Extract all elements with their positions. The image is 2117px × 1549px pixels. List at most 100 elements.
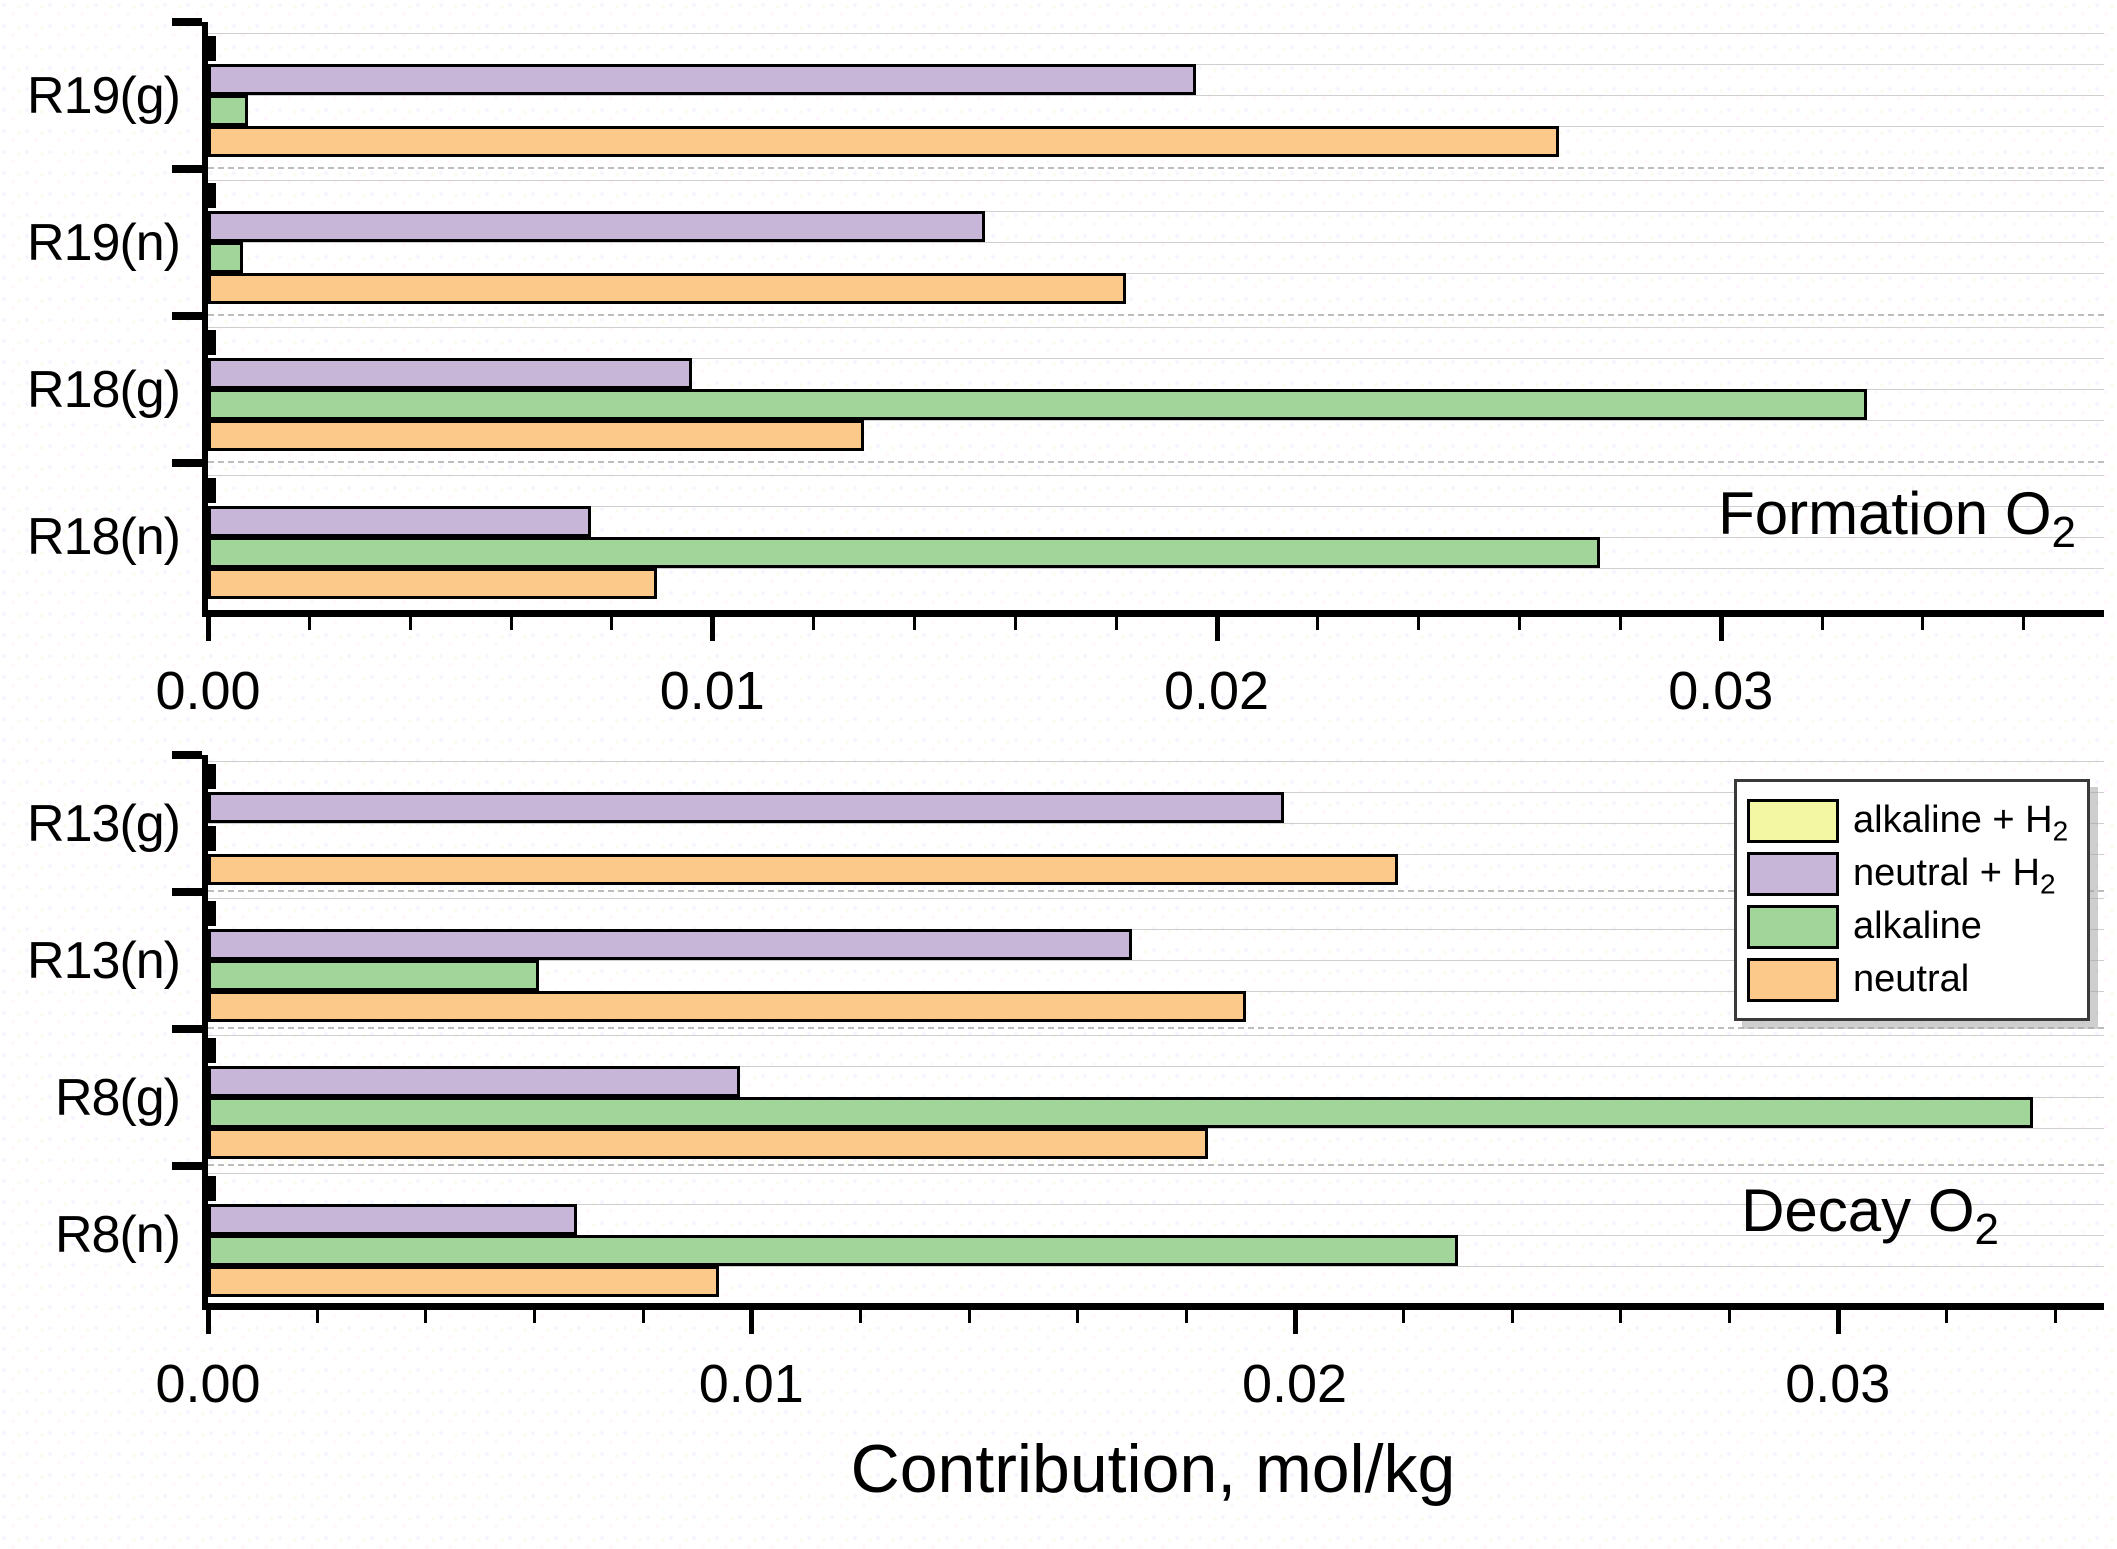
category-label-R19(g): R19(g) xyxy=(27,66,181,125)
x-tick-label-0.03: 0.03 xyxy=(1668,661,1774,721)
bar-row xyxy=(208,210,2104,242)
x-axis-minor-tick xyxy=(858,1310,862,1323)
bar-row xyxy=(208,990,2104,1022)
x-axis-minor-tick xyxy=(1114,617,1118,630)
bar-row xyxy=(208,94,2104,126)
y-axis-tick xyxy=(172,459,202,467)
x-axis-minor-tick xyxy=(424,1310,428,1323)
bar-alkaline-R18(g) xyxy=(208,388,1867,420)
subscript: 2 xyxy=(1974,1205,1999,1254)
bar-group-R19(g) xyxy=(208,22,2104,169)
legend-label-neutral: neutral xyxy=(1853,958,1969,1001)
y-axis-tick xyxy=(172,751,202,759)
bars-R8(g) xyxy=(208,1034,2104,1159)
x-axis-minor-tick xyxy=(2054,1310,2058,1323)
bar-row xyxy=(208,791,2104,823)
bar-row xyxy=(208,32,2104,64)
category-label-R18(g): R18(g) xyxy=(27,360,181,419)
x-axis-minor-tick xyxy=(610,617,614,630)
x-axis-minor-tick xyxy=(1728,1310,1732,1323)
x-axis-minor-tick xyxy=(1402,1310,1406,1323)
y-axis-tick xyxy=(172,312,202,320)
bar-alkaline_h2-R19(n) xyxy=(208,182,216,208)
legend-swatch-alkaline xyxy=(1747,904,1839,949)
bar-alkaline-R19(g) xyxy=(208,94,249,126)
x-tick-label-0.02: 0.02 xyxy=(1241,1354,1348,1414)
text-segment: alkaline + H xyxy=(1853,799,2053,841)
bar-alkaline_h2-R8(n) xyxy=(208,1175,216,1201)
bar-alkaline_h2-R13(n) xyxy=(208,900,216,926)
y-axis-tick xyxy=(172,1162,202,1170)
row-hairline xyxy=(208,928,2104,930)
bar-group-R18(n) xyxy=(208,463,2104,610)
row-hairline xyxy=(208,1203,2104,1205)
category-label-R13(n): R13(n) xyxy=(27,931,181,990)
bar-alkaline-R13(g) xyxy=(208,825,216,851)
legend-item-neutral: neutral xyxy=(1747,953,2077,1006)
y-axis-tick xyxy=(172,18,202,26)
bar-row xyxy=(208,241,2104,273)
legend-label-alkaline_h2: alkaline + H2 xyxy=(1853,799,2068,845)
bar-alkaline_h2-R18(g) xyxy=(208,329,216,355)
bar-row xyxy=(208,928,2104,960)
bar-alkaline-R13(n) xyxy=(208,959,540,991)
x-axis-minor-tick xyxy=(2022,617,2026,630)
bar-group-R13(n) xyxy=(208,892,2104,1029)
row-hairline xyxy=(208,897,2104,899)
bar-neutral_h2-R19(g) xyxy=(208,63,1197,95)
x-tick-label-0.02: 0.02 xyxy=(1163,661,1270,721)
bar-row xyxy=(208,1203,2104,1235)
row-hairline xyxy=(208,357,2104,359)
legend-item-alkaline: alkaline xyxy=(1747,900,2077,953)
bar-row xyxy=(208,853,2104,885)
decay-category-labels: R13(g) R13(n) R8(g) R8(n) xyxy=(0,755,196,1303)
bar-neutral-R18(n) xyxy=(208,567,657,599)
row-hairline xyxy=(208,1172,2104,1174)
bar-alkaline_h2-R18(n) xyxy=(208,477,216,503)
x-axis-minor-tick xyxy=(1518,617,1522,630)
x-axis-major-tick xyxy=(206,617,211,641)
bar-group-R8(n) xyxy=(208,1166,2104,1303)
bar-neutral-R8(g) xyxy=(208,1127,1208,1159)
bar-row xyxy=(208,63,2104,95)
bar-neutral-R8(n) xyxy=(208,1265,719,1297)
row-hairline xyxy=(208,822,2104,824)
subscript: 2 xyxy=(2052,815,2069,847)
x-axis-minor-tick xyxy=(1510,1310,1514,1323)
row-hairline xyxy=(208,94,2104,96)
x-axis-minor-tick xyxy=(1619,1310,1623,1323)
legend-label-alkaline: alkaline xyxy=(1853,905,1982,948)
bar-alkaline-R18(n) xyxy=(208,536,1600,568)
subscript: 2 xyxy=(2051,508,2076,557)
row-hairline xyxy=(208,326,2104,328)
x-axis-minor-tick xyxy=(1820,617,1824,630)
bar-row xyxy=(208,1234,2104,1266)
x-tick-label-0.01: 0.01 xyxy=(659,661,765,721)
bar-row xyxy=(208,388,2104,420)
row-hairline xyxy=(208,419,2104,421)
x-axis-major-tick xyxy=(206,1310,211,1334)
row-hairline xyxy=(208,272,2104,274)
x-axis-minor-tick xyxy=(812,617,816,630)
x-axis-major-tick xyxy=(749,1310,755,1334)
x-axis-major-tick xyxy=(710,617,716,641)
x-axis-minor-tick xyxy=(315,1310,319,1323)
text-segment: alkaline xyxy=(1853,905,1982,947)
text-segment: neutral xyxy=(1853,958,1970,1000)
bars-R18(g) xyxy=(208,326,2104,451)
bar-row xyxy=(208,536,2104,568)
x-axis-major-tick xyxy=(1835,1310,1841,1334)
category-label-R19(n): R19(n) xyxy=(27,213,181,272)
bar-row xyxy=(208,272,2104,304)
x-tick-label-0.03: 0.03 xyxy=(1785,1354,1891,1414)
bar-alkaline_h2-R13(g) xyxy=(208,763,216,789)
bar-neutral_h2-R18(n) xyxy=(208,505,592,537)
bar-neutral-R19(g) xyxy=(208,125,1560,157)
x-axis-minor-tick xyxy=(912,617,916,630)
bar-row xyxy=(208,505,2104,537)
legend-swatch-alkaline_h2 xyxy=(1747,798,1839,843)
legend-swatch-neutral xyxy=(1747,957,1839,1002)
x-tick-label-0.00: 0.00 xyxy=(155,661,261,721)
bar-neutral_h2-R13(n) xyxy=(208,928,1132,960)
legend-label-neutral_h2: neutral + H2 xyxy=(1853,852,2056,898)
